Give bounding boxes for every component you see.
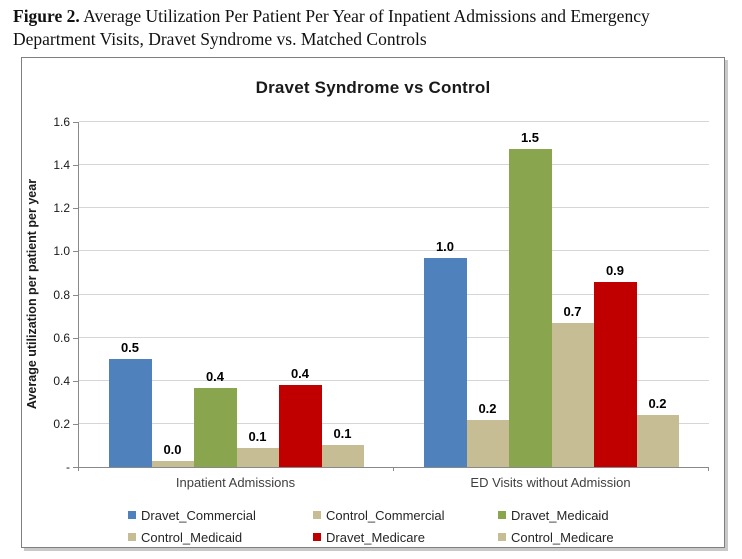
y-tick-mark xyxy=(73,467,78,468)
y-tick-mark xyxy=(73,294,78,296)
y-tick-mark xyxy=(73,165,78,167)
legend-label: Dravet_Medicaid xyxy=(511,507,609,523)
y-tick-label: 1.2 xyxy=(53,201,70,216)
bar-dravet_medicaid-ed xyxy=(509,148,552,467)
category-label: Inpatient Admissions xyxy=(175,475,296,490)
y-tick-mark xyxy=(73,208,78,210)
bar-value-label: 0.9 xyxy=(605,262,625,278)
gridline xyxy=(79,336,709,338)
bar-value-label: 0.7 xyxy=(563,303,582,319)
y-tick-label: 0.6 xyxy=(53,330,70,345)
y-tick-label: - xyxy=(66,460,70,474)
bar-dravet_commercial-inpatient xyxy=(109,359,152,467)
bar-dravet_medicare-ed xyxy=(594,281,637,467)
gridline xyxy=(79,164,709,166)
legend-label: Control_Medicare xyxy=(511,529,614,545)
legend-item-control_medicare: Control_Medicare xyxy=(498,529,614,545)
y-tick-label: 1.0 xyxy=(53,244,70,259)
y-tick-label: 1.4 xyxy=(53,158,70,173)
bar-value-label: 0.4 xyxy=(205,369,225,385)
gridline xyxy=(79,379,709,381)
bar-control_commercial-ed xyxy=(466,419,509,467)
legend-item-dravet_medicaid: Dravet_Medicaid xyxy=(498,507,609,523)
legend-swatch-icon xyxy=(313,533,321,541)
bar-control_medicare-inpatient xyxy=(321,445,364,467)
bar-control_medicaid-ed xyxy=(551,322,594,467)
bar-value-label: 1.0 xyxy=(435,238,455,254)
plot-area: 0.5 0.0 0.4 0.1 0.4 0.1 1.0 0.2 1.5 0.7 0.9 0.2 xyxy=(78,121,709,468)
gridline xyxy=(79,207,709,209)
bar-dravet_commercial-ed xyxy=(424,257,467,467)
category-label: ED Visits without Admission xyxy=(470,475,631,490)
bar-dravet_medicaid-inpatient xyxy=(194,388,237,467)
gridline xyxy=(79,121,709,122)
gridline xyxy=(79,250,709,252)
bar-value-label: 0.0 xyxy=(163,441,182,457)
y-tick-mark xyxy=(73,122,78,123)
y-tick-mark xyxy=(73,380,78,382)
y-tick-label: 0.2 xyxy=(53,416,70,431)
figure-caption-label: Figure 2. xyxy=(13,6,80,26)
bar-dravet_medicare-inpatient xyxy=(279,385,322,467)
y-tick-mark xyxy=(73,251,78,253)
bar-value-label: 0.2 xyxy=(478,400,497,416)
figure-caption-text: Average Utilization Per Patient Per Year… xyxy=(13,6,650,49)
legend-swatch-icon xyxy=(128,511,136,519)
bar-value-label: 0.1 xyxy=(248,428,267,444)
legend-label: Dravet_Commercial xyxy=(141,507,256,523)
legend-swatch-icon xyxy=(313,511,321,519)
legend-label: Dravet_Medicare xyxy=(326,529,425,545)
x-tick-mark xyxy=(393,467,394,471)
x-tick-mark xyxy=(708,467,709,471)
y-tick-mark xyxy=(73,423,78,425)
figure-caption: Figure 2. Average Utilization Per Patien… xyxy=(13,5,719,51)
chart-container: Dravet Syndrome vs Control Average utili… xyxy=(21,57,725,548)
y-tick-mark xyxy=(73,337,78,339)
legend-label: Control_Medicaid xyxy=(141,529,243,545)
bar-control_medicare-ed xyxy=(636,415,679,467)
y-tick-label: 0.4 xyxy=(53,373,70,388)
legend-swatch-icon xyxy=(128,533,136,541)
legend-swatch-icon xyxy=(498,511,506,519)
y-tick-label: 1.6 xyxy=(53,115,70,129)
bar-value-label: 0.5 xyxy=(120,340,140,356)
legend-item-dravet_commercial: Dravet_Commercial xyxy=(128,507,256,523)
legend-item-dravet_medicare: Dravet_Medicare xyxy=(313,529,425,545)
legend-swatch-icon xyxy=(498,533,506,541)
bar-control_commercial-inpatient xyxy=(151,460,194,467)
gridline xyxy=(79,293,709,295)
bar-value-label: 0.4 xyxy=(290,366,310,382)
bar-value-label: 0.1 xyxy=(333,426,352,442)
gridline xyxy=(79,422,709,424)
bar-control_medicaid-inpatient xyxy=(236,447,279,467)
legend-item-control_medicaid: Control_Medicaid xyxy=(128,529,242,545)
bar-value-label: 1.5 xyxy=(520,129,540,145)
x-tick-mark xyxy=(78,467,79,471)
legend-label: Control_Commercial xyxy=(326,507,445,523)
y-tick-label: 0.8 xyxy=(53,287,70,302)
chart-title: Dravet Syndrome vs Control xyxy=(255,78,491,97)
legend-item-control_commercial: Control_Commercial xyxy=(313,507,444,523)
bar-value-label: 0.2 xyxy=(648,396,667,412)
